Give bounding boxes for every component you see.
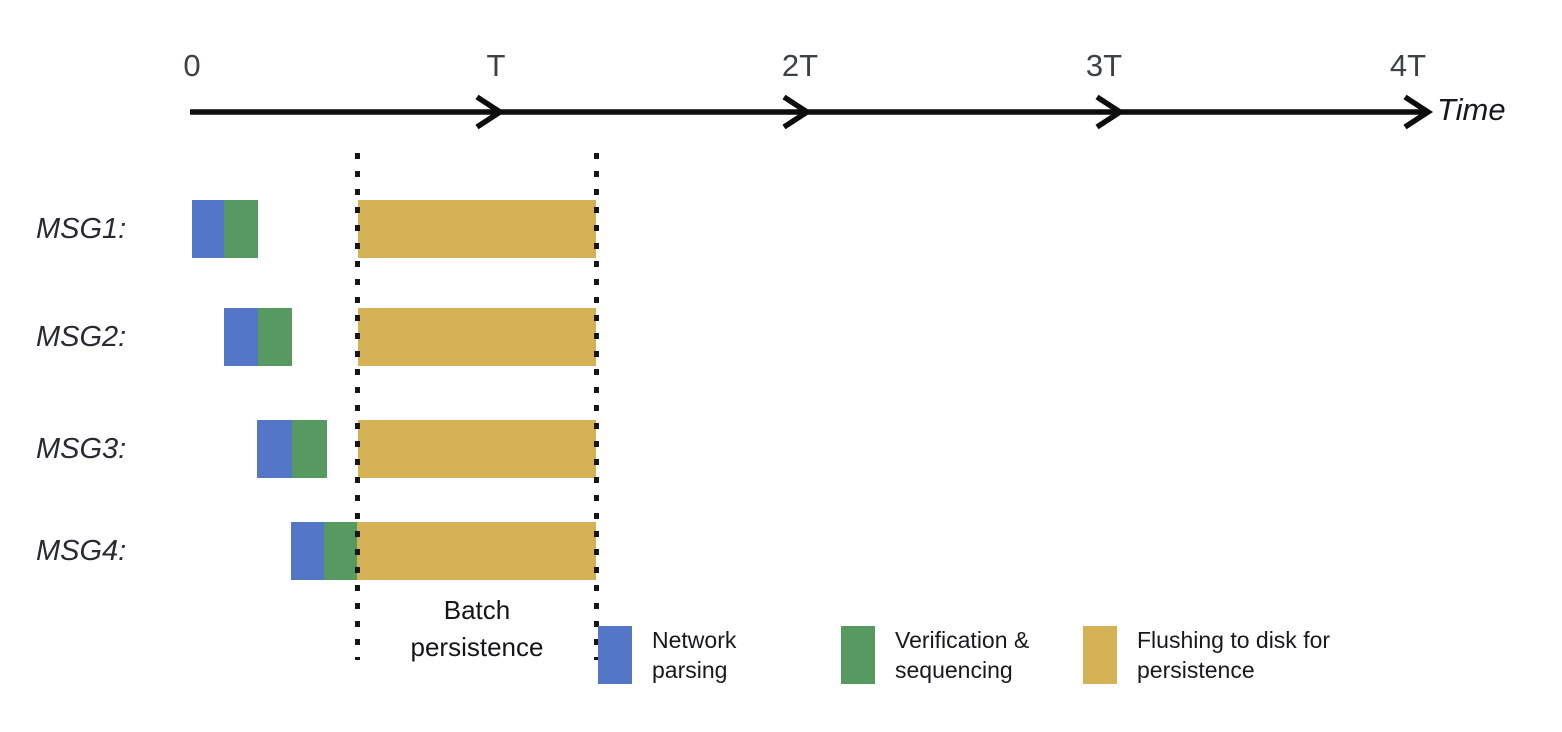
legend-item-verification-sequencing: Verification & sequencing xyxy=(841,625,1029,685)
message-row: MSG2: xyxy=(0,308,1562,366)
flush-to-disk-bar xyxy=(357,522,596,580)
axis-tick: 3T xyxy=(1085,48,1123,83)
verification-sequencing-bar xyxy=(292,420,327,478)
message-row-label: MSG1: xyxy=(36,213,127,245)
batch-window-end-line xyxy=(594,153,600,660)
verification-sequencing-swatch-icon xyxy=(841,626,875,684)
verification-sequencing-bar xyxy=(257,308,292,366)
verification-sequencing-bar xyxy=(223,200,258,258)
message-row: MSG1: xyxy=(0,200,1562,258)
axis-tick: 2T xyxy=(781,48,819,83)
batch-persistence-label: Batch persistence xyxy=(410,595,544,662)
time-axis-arrow xyxy=(190,94,1434,130)
message-row: MSG3: xyxy=(0,420,1562,478)
flush-to-disk-bar xyxy=(357,308,596,366)
verification-sequencing-bar xyxy=(323,522,358,580)
message-row-label: MSG2: xyxy=(36,321,127,353)
flush-to-disk-swatch-icon xyxy=(1083,626,1117,684)
legend-item-flush-to-disk: Flushing to disk for persistence xyxy=(1083,625,1330,685)
axis-tick: T xyxy=(486,48,506,83)
network-parsing-bar xyxy=(257,420,292,478)
axis-tick: 4T xyxy=(1389,48,1427,83)
legend-item-network-parsing: Network parsing xyxy=(598,625,736,685)
message-row-label: MSG4: xyxy=(36,535,127,567)
batch-window-start-line xyxy=(354,153,360,660)
legend-label: Flushing to disk for persistence xyxy=(1137,627,1331,683)
legend-label: Verification & sequencing xyxy=(895,627,1030,683)
legend-label: Network parsing xyxy=(652,627,737,683)
network-parsing-bar xyxy=(192,200,224,258)
flush-to-disk-bar xyxy=(357,200,596,258)
network-parsing-bar xyxy=(223,308,258,366)
axis-tick: 0 xyxy=(183,48,201,83)
flush-to-disk-bar xyxy=(357,420,596,478)
network-parsing-bar xyxy=(291,522,324,580)
time-axis-label: Time xyxy=(1437,92,1506,127)
message-row: MSG4: xyxy=(0,522,1562,580)
network-parsing-swatch-icon xyxy=(598,626,632,684)
message-row-label: MSG3: xyxy=(36,433,127,465)
